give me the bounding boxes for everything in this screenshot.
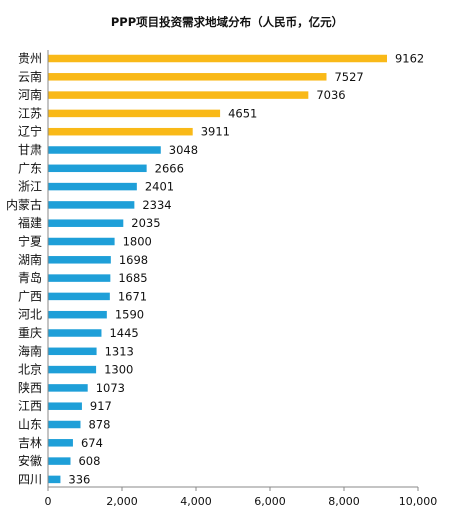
- bar: [48, 274, 111, 282]
- category-label: 河北: [18, 308, 42, 322]
- data-label: 336: [68, 472, 90, 486]
- data-label: 9162: [395, 52, 424, 66]
- bar: [48, 54, 387, 63]
- data-label: 2401: [145, 180, 174, 194]
- chart-title: PPP项目投资需求地域分布（人民币，亿元）: [111, 15, 343, 29]
- bar: [48, 109, 221, 118]
- x-tick-label: 4,000: [180, 495, 212, 508]
- x-tick-label: 2,000: [106, 495, 138, 508]
- category-label: 云南: [18, 69, 42, 84]
- bar: [48, 73, 327, 81]
- bar: [48, 329, 102, 337]
- data-label: 2334: [142, 198, 171, 212]
- bar: [48, 237, 115, 246]
- category-label: 河南: [18, 87, 42, 102]
- x-tick-label: 0: [45, 495, 52, 508]
- data-label: 1445: [109, 326, 138, 340]
- data-label: 7527: [334, 70, 363, 84]
- data-label: 878: [88, 418, 110, 432]
- category-label: 江苏: [18, 106, 42, 120]
- category-label: 湖南: [18, 252, 42, 267]
- bar: [48, 365, 97, 374]
- category-label: 内蒙古: [6, 197, 42, 212]
- category-label: 辽宁: [18, 124, 42, 139]
- x-tick-label: 8,000: [328, 495, 360, 508]
- data-label: 3048: [169, 143, 198, 157]
- x-tick-label: 6,000: [254, 495, 286, 508]
- bars-group: 贵州 9162 云南 7527 河南 7036 江苏 4651 辽宁 3911 甘肃 3048 广东 26…: [6, 52, 424, 487]
- data-label: 1698: [119, 253, 148, 267]
- bar: [48, 91, 309, 99]
- bar: [48, 457, 71, 465]
- data-label: 3911: [201, 125, 230, 139]
- bar: [48, 127, 193, 136]
- data-label: 1073: [96, 381, 125, 395]
- bar: [48, 182, 137, 191]
- category-label: 青岛: [18, 270, 42, 285]
- data-label: 917: [90, 399, 112, 413]
- category-label: 吉林: [18, 436, 42, 450]
- bar: [48, 402, 82, 410]
- bar: [48, 256, 111, 264]
- bar: [48, 164, 147, 173]
- data-label: 1671: [118, 289, 147, 303]
- data-label: 2035: [131, 216, 160, 230]
- category-label: 重庆: [18, 326, 42, 340]
- bar: [48, 420, 81, 429]
- data-label: 674: [81, 436, 103, 450]
- data-label: 2666: [155, 161, 184, 175]
- category-label: 安徽: [18, 453, 42, 468]
- category-label: 浙江: [18, 180, 42, 194]
- bar: [48, 384, 88, 392]
- category-label: 海南: [18, 343, 42, 358]
- category-label: 甘肃: [18, 143, 42, 157]
- bar: [48, 347, 97, 356]
- category-label: 贵州: [18, 52, 42, 66]
- category-label: 北京: [18, 363, 42, 377]
- category-label: 广东: [18, 161, 42, 175]
- data-label: 4651: [228, 106, 257, 120]
- category-label: 四川: [18, 472, 42, 486]
- data-label: 1300: [104, 363, 133, 377]
- bar: [48, 439, 73, 447]
- bar: [48, 146, 161, 154]
- category-label: 广西: [18, 289, 42, 303]
- data-label: 7036: [316, 88, 345, 102]
- data-label: 1685: [118, 271, 147, 285]
- bar: [48, 310, 107, 319]
- data-label: 1313: [105, 344, 134, 358]
- bar: [48, 219, 124, 227]
- bar: [48, 292, 110, 301]
- category-label: 陕西: [18, 380, 42, 395]
- data-label: 1590: [115, 308, 144, 322]
- bar: [48, 201, 135, 209]
- category-label: 宁夏: [18, 234, 42, 249]
- category-label: 福建: [18, 215, 42, 230]
- category-label: 山东: [18, 418, 42, 432]
- category-label: 江西: [18, 399, 42, 413]
- data-label: 608: [78, 454, 100, 468]
- bar: [48, 475, 61, 484]
- x-tick-label: 10,000: [399, 495, 438, 508]
- axes-group: 0 2,000 4,000 6,000 8,000 10,000: [45, 50, 438, 508]
- data-label: 1800: [123, 235, 152, 249]
